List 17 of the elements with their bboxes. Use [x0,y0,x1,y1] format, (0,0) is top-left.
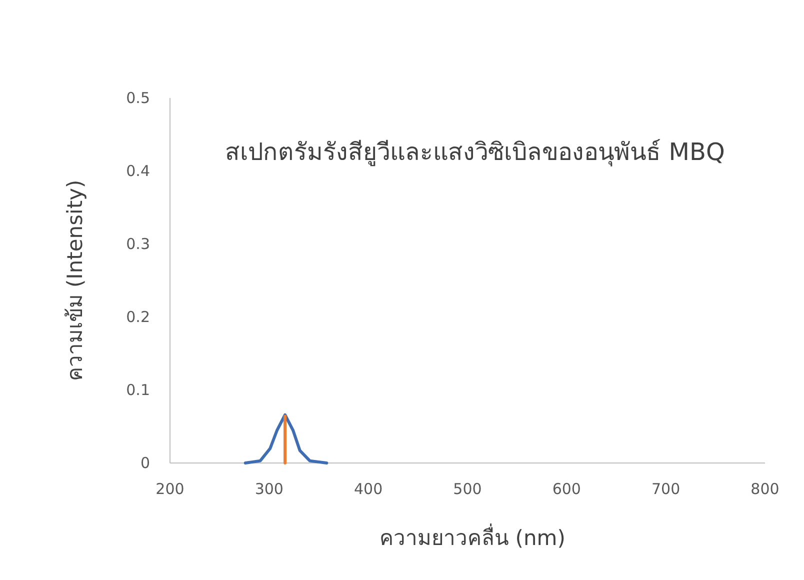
y-tick-label: 0.1 [126,381,150,399]
x-tick-label: 700 [652,480,680,498]
x-tick-label: 600 [552,480,581,498]
x-tick-label: 500 [453,480,482,498]
x-tick-label: 400 [354,480,383,498]
y-tick-label: 0.4 [126,162,150,180]
x-tick-label: 800 [750,480,780,498]
x-tick-label: 200 [156,480,184,498]
y-axis-title: ความเข้ม (Intensity) [63,180,87,382]
x-axis-title: ความยาวคลื่น (nm) [380,523,566,550]
y-tick-label: 0.3 [126,235,150,253]
line-series [244,413,328,464]
x-tick-label: 300 [254,480,284,498]
y-tick-label: 0.2 [126,308,150,326]
y-tick-label: 0.5 [126,89,150,107]
y-tick-label: 0 [140,454,150,472]
text: สเปกตรัมรังสียูวีและแสงวิซิเบิลของอนุพันธ์ MBQ [225,138,725,167]
